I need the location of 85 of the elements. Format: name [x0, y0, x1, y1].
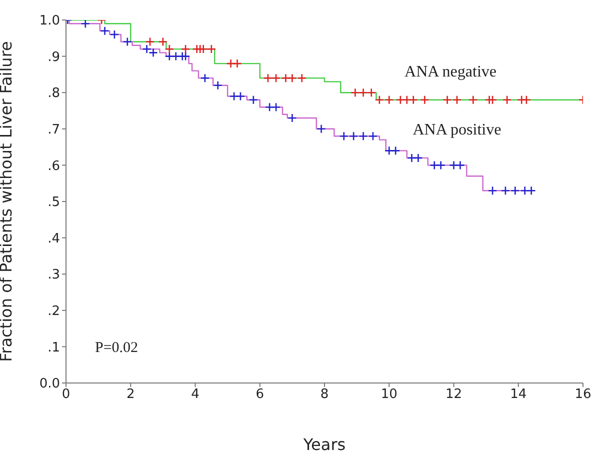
point — [430, 160, 440, 170]
point — [145, 37, 155, 46]
y-tick-label: .2 — [48, 304, 60, 320]
p-value-note: P=0.02 — [95, 340, 138, 357]
point — [180, 52, 190, 61]
point — [522, 95, 532, 105]
point — [358, 132, 368, 141]
point — [213, 80, 223, 90]
point — [281, 73, 290, 83]
x-tick-label: 12 — [445, 387, 462, 402]
point — [200, 73, 210, 83]
point — [271, 102, 281, 112]
point — [316, 124, 326, 134]
point — [442, 95, 452, 105]
point — [520, 186, 530, 196]
y-tick-label: .1 — [48, 340, 60, 356]
point — [206, 44, 216, 54]
x-tick-label: 8 — [320, 387, 329, 402]
point — [288, 73, 297, 83]
point — [350, 88, 360, 98]
point — [502, 95, 512, 105]
y-tick-label: .4 — [48, 231, 60, 246]
point — [164, 44, 174, 54]
x-tick-label: 14 — [510, 387, 527, 402]
point — [414, 153, 423, 163]
point — [368, 132, 378, 141]
point — [110, 30, 120, 40]
point — [420, 95, 430, 105]
point — [248, 95, 258, 105]
series-label: ANA negative — [404, 64, 497, 80]
point — [384, 95, 394, 105]
y-tick-label: .5 — [48, 195, 60, 210]
point — [396, 95, 406, 105]
point — [339, 132, 349, 141]
point — [407, 153, 416, 163]
point — [288, 113, 297, 123]
point — [366, 88, 376, 98]
x-tick-label: 6 — [256, 387, 264, 402]
x-tick-label: 2 — [126, 387, 135, 402]
point — [456, 160, 465, 170]
point — [452, 95, 462, 105]
point — [384, 146, 394, 156]
point — [358, 88, 368, 98]
point — [180, 44, 190, 54]
point — [236, 92, 246, 101]
point — [226, 58, 236, 68]
point — [80, 20, 90, 28]
y-tick-label: 1.0 — [39, 14, 60, 29]
x-tick-label: 16 — [574, 387, 592, 402]
point — [449, 160, 458, 170]
series-label: ANA positive — [412, 122, 502, 139]
point — [526, 186, 536, 196]
y-tick-label: .8 — [48, 86, 60, 102]
y-tick-label: .3 — [48, 268, 60, 283]
point — [232, 58, 242, 68]
point — [271, 73, 281, 83]
point — [297, 73, 307, 83]
y-tick-label: .9 — [48, 50, 60, 65]
point — [348, 132, 358, 141]
x-tick-label: 10 — [380, 387, 398, 402]
point — [374, 95, 384, 105]
y-tick-label: .6 — [48, 158, 60, 174]
point — [488, 95, 498, 105]
point — [264, 102, 274, 112]
point — [198, 44, 208, 54]
point — [500, 186, 510, 196]
x-tick-label: 4 — [191, 387, 200, 402]
x-tick-label: 0 — [62, 387, 70, 402]
point — [122, 37, 132, 46]
point — [468, 95, 478, 105]
y-tick-label: 0.0 — [39, 376, 60, 392]
point — [510, 186, 520, 196]
point — [436, 160, 446, 170]
point — [100, 26, 110, 36]
x-axis-title: Years — [302, 435, 346, 454]
point — [229, 92, 239, 101]
point — [171, 52, 181, 61]
point — [408, 95, 418, 105]
point — [158, 37, 168, 46]
point — [390, 146, 400, 156]
point — [164, 52, 174, 61]
point — [402, 95, 412, 105]
point — [263, 73, 273, 83]
y-tick-label: .7 — [48, 122, 60, 138]
point — [488, 186, 498, 196]
